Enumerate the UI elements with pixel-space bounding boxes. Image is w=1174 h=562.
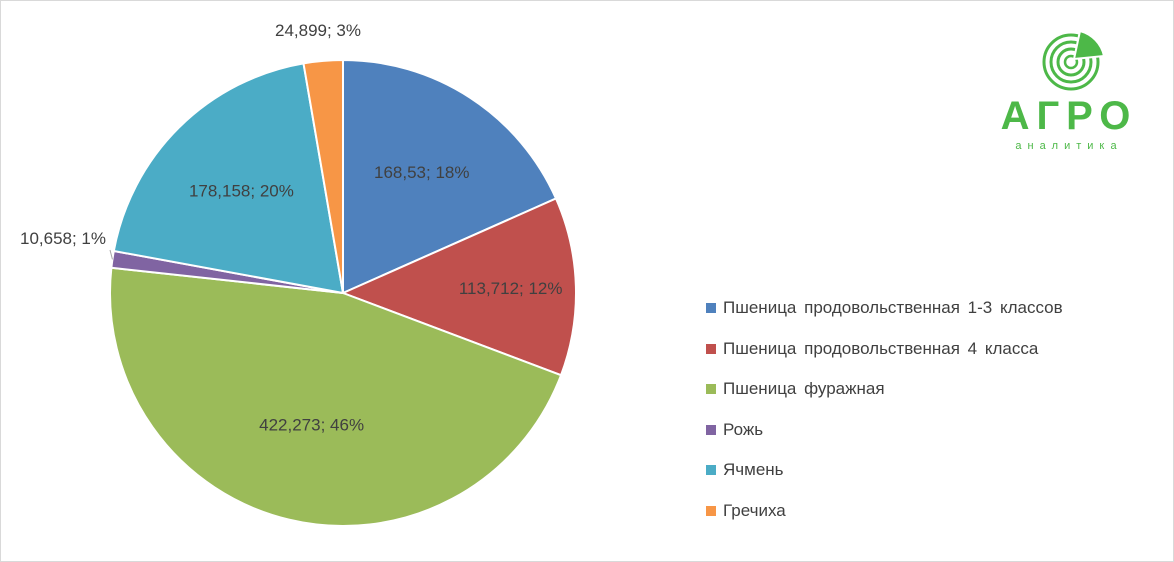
legend-label: Рожь <box>723 419 764 439</box>
legend-swatch <box>706 303 716 314</box>
legend-item: Пшеница продовольственная 4 класса <box>706 329 1063 370</box>
legend-swatch <box>706 384 716 395</box>
leader-line <box>109 249 113 260</box>
legend-label: Пшеница продовольственная 1-3 классов <box>723 298 1063 318</box>
legend-swatch <box>706 465 716 476</box>
pie-slice <box>342 58 558 295</box>
data-label: 178,158; 20% <box>189 181 294 200</box>
legend-swatch <box>706 343 716 354</box>
pie-slice <box>340 197 577 377</box>
pie-slice <box>109 266 563 527</box>
legend-item: Пшеница фуражная <box>706 369 1063 410</box>
logo-word: АГРО <box>1000 94 1138 138</box>
legend: Пшеница продовольственная 1-3 классов Пш… <box>706 288 1063 531</box>
logo-rings-icon <box>1042 29 1106 91</box>
legend-label: Пшеница продовольственная 4 класса <box>723 338 1039 358</box>
data-label: 422,273; 46% <box>259 415 364 434</box>
legend-item: Рожь <box>706 410 1063 451</box>
legend-label: Пшеница фуражная <box>723 379 885 399</box>
data-label: 168,53; 18% <box>374 163 469 182</box>
data-label: 24,899; 3% <box>275 21 361 40</box>
legend-label: Ячмень <box>723 460 784 480</box>
data-label: 113,712; 12% <box>459 279 563 298</box>
legend-label: Гречиха <box>723 500 786 520</box>
legend-item: Ячмень <box>706 450 1063 491</box>
legend-swatch <box>706 505 716 516</box>
agro-analytics-logo: АГРО аналитика <box>996 28 1146 158</box>
legend-item: Пшеница продовольственная 1-3 классов <box>706 288 1063 329</box>
logo-subtitle: аналитика <box>1015 140 1123 152</box>
legend-item: Гречиха <box>706 491 1063 532</box>
pie-slice <box>112 62 345 295</box>
data-label: 10,658; 1% <box>20 229 106 248</box>
legend-swatch <box>706 424 716 435</box>
pie-slice <box>302 58 344 294</box>
